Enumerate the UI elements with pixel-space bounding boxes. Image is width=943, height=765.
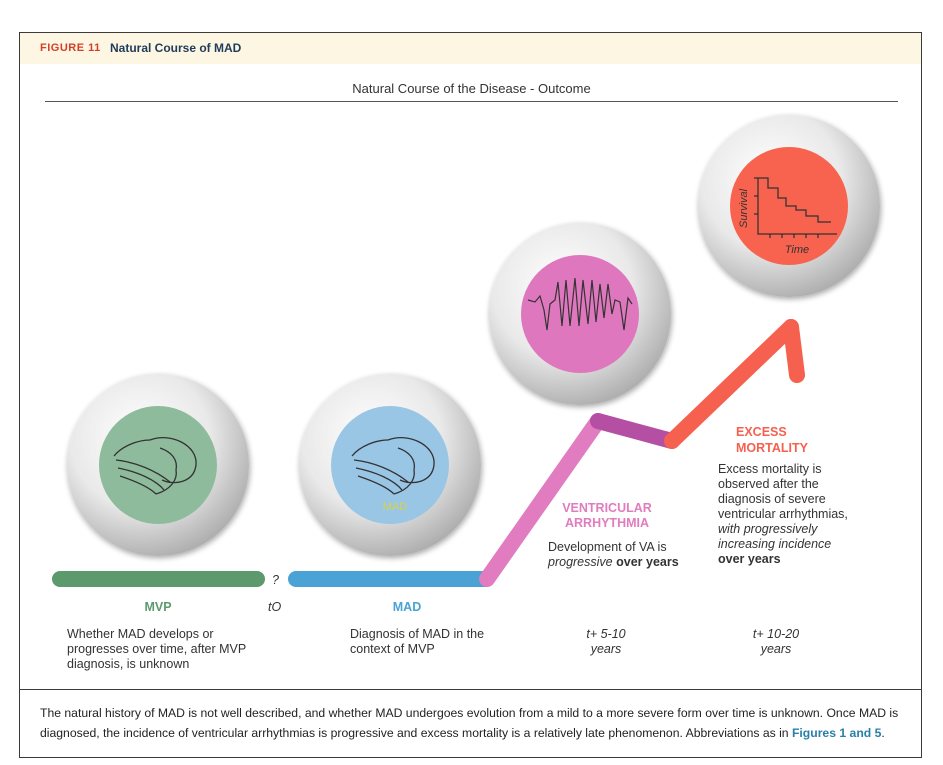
mortality-stage-label-line1: EXCESS [736,425,787,439]
caption-divider [19,689,922,690]
heart-outline-icon [113,436,197,495]
va-timeframe-line2: years [590,642,622,656]
va-stage-label: VENTRICULAR ARRHYTHMIA [555,501,659,531]
va-timeframe-line1: t+ 5-10 [586,627,626,641]
figure-reference-link[interactable]: Figures 1 and 5 [791,726,882,740]
mvp-stage-label: MVP [144,600,172,614]
t0-marker: tO [268,600,282,614]
va-progression-line [479,413,606,587]
caption-end: . [881,726,885,740]
mad-icon-label: MAD [383,501,408,513]
caption-text: The natural history of MAD is not well d… [40,706,899,740]
mvp-disc [67,374,249,556]
va-stage-label-line1: VENTRICULAR [562,501,652,515]
va-timeframe: t+ 5-10 years [570,627,642,657]
figure-label: FIGURE 11 [40,42,101,54]
mortality-rise-line [664,319,799,449]
va-to-mortality-connector [590,413,680,449]
diagram-title: Natural Course of the Disease - Outcome [352,81,591,96]
mad-stage-label: MAD [392,600,422,614]
survival-curve-icon [754,177,837,238]
mortality-timeframe: t+ 10-20 years [738,627,814,657]
heart-outline-icon [351,436,435,495]
mortality-description: Excess mortality is observed after the d… [718,462,868,567]
mortality-timeframe-line1: t+ 10-20 [752,627,800,641]
mortality-description-bold: over years [718,552,781,566]
mad-disc [299,374,481,556]
mortality-timeframe-line2: years [760,642,792,656]
mvp-description: Whether MAD develops or progresses over … [67,627,247,671]
va-description-text: Development of VA is [548,540,667,554]
mad-description: Diagnosis of MAD in the context of MVP [350,627,485,656]
va-stage-label-line2: ARRHYTHMIA [564,516,650,530]
figure-title: Natural Course of MAD [110,41,242,55]
mortality-description-italic: with progressively increasing incidence [718,522,832,551]
figure-header: FIGURE 11 Natural Course of MAD [20,33,921,64]
ecg-trace-icon [527,277,633,331]
va-description-bold: over years [616,555,679,569]
mortality-stage-label-line2: MORTALITY [736,441,808,455]
figure-frame [19,32,922,758]
va-description-italic: progressive [548,555,613,569]
mortality-description-text: Excess mortality is observed after the d… [718,462,848,521]
mortality-stage-label: EXCESS MORTALITY [736,424,816,456]
survival-axis-label: Survival [738,188,750,228]
va-description: Development of VA is progressive over ye… [548,540,688,570]
mortality-peak-line [783,319,805,383]
title-divider [45,101,898,102]
unknown-transition-marker: ? [272,573,279,587]
figure-caption: The natural history of MAD is not well d… [40,703,900,743]
time-axis-label: Time [785,244,809,256]
